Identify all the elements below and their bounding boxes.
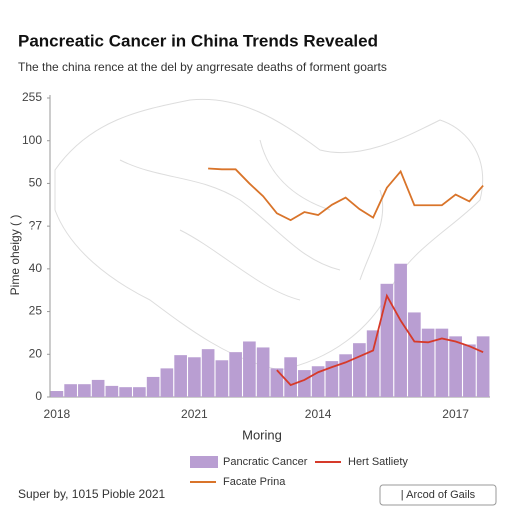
bar bbox=[339, 354, 352, 397]
bar bbox=[270, 368, 284, 397]
bar bbox=[463, 344, 476, 397]
bar bbox=[174, 355, 187, 397]
y-tick-label: 255 bbox=[22, 90, 42, 104]
bar bbox=[133, 387, 146, 397]
bar bbox=[256, 347, 270, 397]
chart-subtitle: The the china rence at the del by angrre… bbox=[18, 60, 387, 74]
bar bbox=[64, 384, 77, 397]
x-tick-label: 2014 bbox=[305, 407, 332, 421]
bar bbox=[50, 391, 64, 397]
bar bbox=[284, 357, 297, 397]
bar bbox=[229, 352, 242, 397]
bar bbox=[78, 384, 91, 397]
chart-title: Pancreatic Cancer in China Trends Reveal… bbox=[18, 31, 378, 50]
x-tick-label: 2018 bbox=[44, 407, 71, 421]
legend-label: Pancratic Cancer bbox=[223, 456, 308, 468]
bar bbox=[325, 361, 339, 397]
bar bbox=[188, 357, 201, 397]
y-tick-label: 40 bbox=[29, 261, 43, 275]
bar bbox=[421, 328, 435, 397]
y-tick-label: 0 bbox=[35, 389, 42, 403]
bar bbox=[353, 343, 366, 397]
x-axis-label: Moring bbox=[242, 427, 282, 442]
legend-label: Facate Prina bbox=[223, 476, 286, 488]
y-tick-label: 100 bbox=[22, 133, 42, 147]
bar bbox=[449, 336, 462, 397]
bar bbox=[394, 263, 407, 397]
bar bbox=[201, 349, 215, 397]
y-tick-label: ?7 bbox=[29, 218, 43, 232]
bar bbox=[146, 376, 160, 397]
bar bbox=[243, 341, 256, 397]
footer-note: Super by, 1015 Pioble 2021 bbox=[18, 487, 166, 501]
bar bbox=[366, 330, 380, 397]
y-tick-label: 25 bbox=[29, 304, 43, 318]
line bbox=[208, 167, 484, 222]
y-tick-label: 20 bbox=[29, 346, 43, 360]
y-tick-label: 50 bbox=[29, 176, 43, 190]
line bbox=[276, 293, 484, 387]
button-label[interactable]: | Arcod of Gails bbox=[401, 489, 476, 501]
bar bbox=[215, 360, 229, 397]
legend-label: Hert Satliety bbox=[348, 456, 408, 468]
bar bbox=[408, 312, 421, 397]
x-tick-label: 2017 bbox=[442, 407, 469, 421]
bar bbox=[476, 336, 490, 397]
legend-swatch bbox=[190, 456, 218, 468]
bar bbox=[105, 385, 119, 397]
bar bbox=[298, 370, 311, 397]
bar bbox=[435, 328, 449, 397]
bar bbox=[380, 283, 394, 397]
x-tick-label: 2021 bbox=[181, 407, 208, 421]
bar bbox=[160, 368, 174, 397]
bar bbox=[91, 379, 105, 397]
button[interactable] bbox=[379, 484, 497, 506]
bar bbox=[119, 387, 132, 397]
map-outline bbox=[54, 98, 484, 371]
y-axis-label: Pime oheigy ( ) bbox=[8, 215, 22, 296]
